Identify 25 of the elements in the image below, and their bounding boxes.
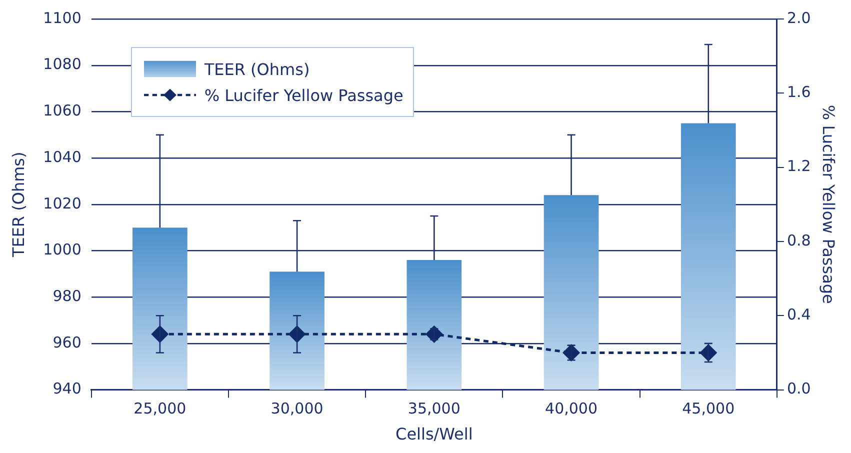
y-tick-label: 1100 [43, 8, 82, 27]
y-tick-label: 960 [52, 333, 82, 352]
x-tick-label: 25,000 [134, 400, 186, 418]
y-tick-label: 940 [52, 380, 82, 398]
x-tick-label: 30,000 [270, 400, 324, 418]
legend-label: % Lucifer Yellow Passage [204, 86, 404, 104]
legend-label: TEER (Ohms) [204, 60, 310, 78]
y2-tick-label: 1.6 [786, 83, 811, 102]
x-axis-title: Cells/Well [396, 424, 473, 444]
y-tick-label: 1000 [43, 240, 82, 259]
y2-tick-label: 0.8 [786, 231, 811, 250]
x-tick-label: 45,000 [682, 400, 735, 418]
y-tick-label: 1040 [43, 148, 82, 166]
y-tick-label: 1060 [43, 102, 82, 120]
y2-tick-label: 2.0 [786, 8, 811, 27]
x-tick-label: 40,000 [545, 400, 598, 418]
y2-tick-label: 1.2 [786, 157, 811, 176]
y2-axis-title: % Lucifer Yellow Passage [819, 104, 838, 304]
y-tick-label: 980 [52, 286, 82, 305]
x-tick-label: 35,000 [408, 400, 460, 418]
y-axis-title: TEER (Ohms) [8, 152, 28, 258]
y-tick-label: 1020 [43, 194, 82, 212]
y2-tick-label: 0.4 [786, 306, 811, 324]
y2-tick-label: 0.0 [786, 380, 811, 398]
y-tick-label: 1080 [43, 55, 82, 74]
